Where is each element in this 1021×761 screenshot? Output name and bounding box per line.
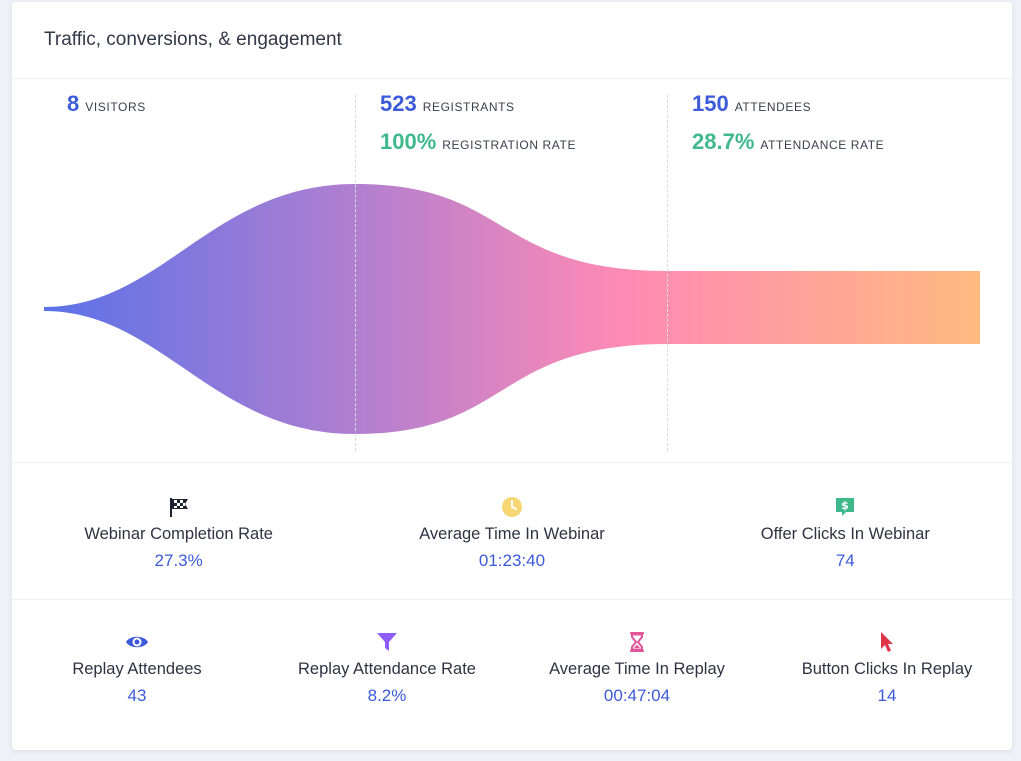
card-title: Traffic, conversions, & engagement bbox=[44, 29, 342, 50]
visitors-count: 8 bbox=[67, 91, 80, 116]
attendees-count: 150 bbox=[692, 91, 729, 116]
dollar-chat-icon: $ bbox=[833, 495, 857, 519]
cursor-icon bbox=[875, 630, 899, 654]
registration-rate-label: REGISTRATION RATE bbox=[442, 138, 577, 152]
attendance-rate-value: 28.7% bbox=[692, 129, 755, 154]
funnel-shape bbox=[44, 184, 980, 434]
eye-icon bbox=[125, 630, 149, 654]
registrants-stat: 523 REGISTRANTS 100% REGISTRATION RATE bbox=[380, 91, 576, 167]
attendees-stat: 150 ATTENDEES 28.7% ATTENDANCE RATE bbox=[692, 91, 884, 167]
funnel-chart: 8 VISITORS 523 REGISTRANTS 100% REGISTRA… bbox=[12, 79, 1012, 463]
traffic-card: Traffic, conversions, & engagement 8 VIS… bbox=[12, 2, 1012, 750]
metric-avg-time-replay: Average Time In Replay 00:47:04 bbox=[522, 600, 752, 706]
checkered-flag-icon bbox=[167, 495, 191, 519]
metric-value: 14 bbox=[877, 686, 897, 705]
registrants-label: REGISTRANTS bbox=[422, 100, 515, 114]
metric-value: 27.3% bbox=[154, 551, 203, 570]
funnel-icon bbox=[375, 630, 399, 654]
visitors-stat: 8 VISITORS bbox=[67, 91, 146, 129]
metric-label: Replay Attendance Rate bbox=[298, 660, 476, 678]
metric-replay-attendance-rate: Replay Attendance Rate 8.2% bbox=[272, 600, 502, 706]
metric-value: 00:47:04 bbox=[603, 686, 671, 705]
visitors-label: VISITORS bbox=[85, 100, 146, 114]
funnel-divider bbox=[355, 95, 356, 451]
metric-value: 74 bbox=[835, 551, 855, 570]
metric-offer-clicks: $ Offer Clicks In Webinar 74 bbox=[695, 463, 995, 571]
funnel-divider bbox=[667, 95, 668, 451]
attendees-label: ATTENDEES bbox=[734, 100, 812, 114]
card-header: Traffic, conversions, & engagement bbox=[12, 2, 1012, 79]
metric-value: 8.2% bbox=[367, 686, 407, 705]
webinar-metrics-row: Webinar Completion Rate 27.3% Average Ti… bbox=[12, 463, 1012, 600]
metric-completion-rate: Webinar Completion Rate 27.3% bbox=[29, 463, 329, 571]
registration-rate-value: 100% bbox=[380, 129, 437, 154]
svg-text:$: $ bbox=[841, 499, 849, 512]
metric-value: 01:23:40 bbox=[478, 551, 546, 570]
attendance-rate-label: ATTENDANCE RATE bbox=[760, 138, 885, 152]
replay-metrics-row: Replay Attendees 43 Replay Attendance Ra… bbox=[12, 600, 1012, 750]
metric-label: Offer Clicks In Webinar bbox=[760, 525, 930, 543]
metric-label: Webinar Completion Rate bbox=[84, 525, 273, 543]
metric-label: Button Clicks In Replay bbox=[801, 660, 973, 678]
metric-value: 43 bbox=[127, 686, 147, 705]
clock-icon bbox=[500, 495, 524, 519]
funnel-graphic bbox=[44, 184, 980, 434]
metric-label: Average Time In Replay bbox=[549, 660, 725, 678]
metric-label: Replay Attendees bbox=[72, 660, 202, 678]
registrants-count: 523 bbox=[380, 91, 417, 116]
hourglass-icon bbox=[625, 630, 649, 654]
metric-button-clicks-replay: Button Clicks In Replay 14 bbox=[772, 600, 1002, 706]
metric-avg-time-webinar: Average Time In Webinar 01:23:40 bbox=[362, 463, 662, 571]
metric-label: Average Time In Webinar bbox=[419, 525, 605, 543]
metric-replay-attendees: Replay Attendees 43 bbox=[22, 600, 252, 706]
